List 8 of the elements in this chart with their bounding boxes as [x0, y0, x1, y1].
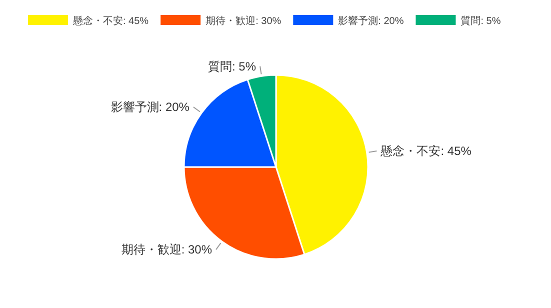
slice-label: 影響予測: 20% — [110, 100, 190, 114]
slice-label: 懸念・不安: 45% — [380, 144, 472, 158]
legend-label: 期待・歓迎: 30% — [206, 15, 282, 27]
slice-label: 質問: 5% — [208, 59, 256, 74]
legend-label: 影響予測: 20% — [338, 15, 404, 27]
slice-label: 期待・歓迎: 30% — [121, 242, 212, 257]
legend-label: 懸念・不安: 45% — [72, 15, 149, 27]
legend-label: 質問: 5% — [460, 15, 501, 27]
